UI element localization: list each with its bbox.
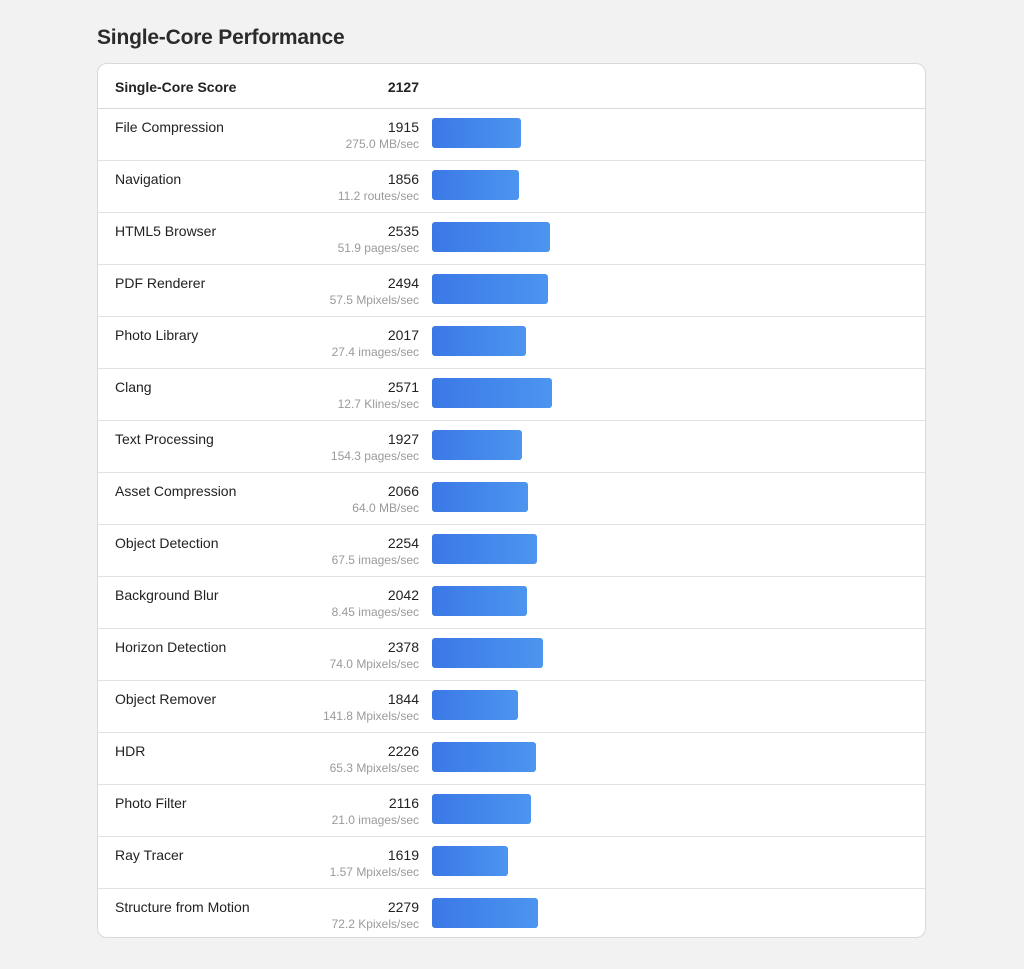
benchmark-score: 2066 xyxy=(387,483,419,499)
benchmark-row: Background Blur 2042 8.45 images/sec xyxy=(98,577,925,629)
benchmark-score: 1856 xyxy=(387,171,419,187)
benchmark-score-bar xyxy=(432,274,548,304)
benchmark-score-bar xyxy=(432,638,543,668)
benchmark-score: 2279 xyxy=(387,899,419,915)
single-core-score-value: 2127 xyxy=(387,79,419,95)
benchmark-score: 2116 xyxy=(388,795,419,811)
benchmark-score: 2494 xyxy=(387,275,419,291)
benchmark-name: Background Blur xyxy=(115,587,219,603)
benchmark-rate: 141.8 Mpixels/sec xyxy=(322,709,419,723)
benchmark-name: Structure from Motion xyxy=(115,899,250,915)
benchmark-rate: 67.5 images/sec xyxy=(331,553,419,567)
benchmark-row: Photo Library 2017 27.4 images/sec xyxy=(98,317,925,369)
benchmark-list: File Compression 1915 275.0 MB/sec Navigati… xyxy=(98,109,925,937)
single-core-score-row: Single-Core Score 2127 xyxy=(98,64,925,109)
benchmark-row: Horizon Detection 2378 74.0 Mpixels/sec xyxy=(98,629,925,681)
benchmark-score-bar xyxy=(432,846,508,876)
page-title: Single-Core Performance xyxy=(97,26,345,49)
benchmark-rate: 8.45 images/sec xyxy=(331,605,419,619)
benchmark-row: Ray Tracer 1619 1.57 Mpixels/sec xyxy=(98,837,925,889)
benchmark-row: Object Detection 2254 67.5 images/sec xyxy=(98,525,925,577)
benchmark-row: Clang 2571 12.7 Klines/sec xyxy=(98,369,925,421)
benchmark-name: Photo Filter xyxy=(115,795,187,811)
benchmark-score: 1619 xyxy=(387,847,419,863)
benchmark-name: Clang xyxy=(115,379,152,395)
benchmark-score-bar xyxy=(432,170,519,200)
benchmark-score-bar xyxy=(432,898,538,928)
benchmark-name: HDR xyxy=(115,743,146,759)
benchmark-rate: 21.0 images/sec xyxy=(331,813,419,827)
benchmark-rate: 12.7 Klines/sec xyxy=(337,397,419,411)
benchmark-name: HTML5 Browser xyxy=(115,223,217,239)
benchmark-rate: 57.5 Mpixels/sec xyxy=(329,293,419,307)
benchmark-rate: 74.0 Mpixels/sec xyxy=(329,657,419,671)
benchmark-rate: 1.57 Mpixels/sec xyxy=(329,865,419,879)
benchmark-rate: 51.9 pages/sec xyxy=(337,241,419,255)
benchmark-row: Navigation 1856 11.2 routes/sec xyxy=(98,161,925,213)
single-core-score-label: Single-Core Score xyxy=(115,79,237,95)
benchmark-row: Asset Compression 2066 64.0 MB/sec xyxy=(98,473,925,525)
benchmark-name: Asset Compression xyxy=(115,483,237,499)
benchmark-row: Structure from Motion 2279 72.2 Kpixels/se… xyxy=(98,889,925,937)
benchmark-score-bar xyxy=(432,534,537,564)
benchmark-score-bar xyxy=(432,378,552,408)
benchmark-row: HDR 2226 65.3 Mpixels/sec xyxy=(98,733,925,785)
benchmark-score-bar xyxy=(432,118,521,148)
benchmark-row: File Compression 1915 275.0 MB/sec xyxy=(98,109,925,161)
benchmark-name: Navigation xyxy=(115,171,182,187)
benchmark-name: PDF Renderer xyxy=(115,275,206,291)
benchmark-score-bar xyxy=(432,586,527,616)
benchmark-score: 1915 xyxy=(387,119,419,135)
benchmark-row: Object Remover 1844 141.8 Mpixels/sec xyxy=(98,681,925,733)
benchmark-name: Text Processing xyxy=(115,431,214,447)
benchmark-rate: 72.2 Kpixels/sec xyxy=(331,917,419,931)
benchmark-score-bar xyxy=(432,430,522,460)
benchmark-score: 2226 xyxy=(387,743,419,759)
benchmark-score: 2017 xyxy=(387,327,419,343)
benchmark-score-bar xyxy=(432,742,536,772)
benchmark-rate: 65.3 Mpixels/sec xyxy=(329,761,419,775)
benchmark-rate: 27.4 images/sec xyxy=(331,345,419,359)
benchmark-rate: 64.0 MB/sec xyxy=(352,501,419,515)
benchmark-score: 2042 xyxy=(387,587,419,603)
benchmark-score-bar xyxy=(432,222,550,252)
benchmark-row: Text Processing 1927 154.3 pages/sec xyxy=(98,421,925,473)
benchmark-row: HTML5 Browser 2535 51.9 pages/sec xyxy=(98,213,925,265)
benchmark-rate: 11.2 routes/sec xyxy=(337,189,419,203)
benchmark-score-bar xyxy=(432,794,531,824)
benchmark-score: 2254 xyxy=(387,535,419,551)
results-panel: Single-Core Score 2127 File Compression 1… xyxy=(97,63,926,938)
benchmark-score: 2571 xyxy=(387,379,419,395)
benchmark-name: Ray Tracer xyxy=(115,847,184,863)
benchmark-rate: 154.3 pages/sec xyxy=(330,449,419,463)
benchmark-score: 2378 xyxy=(387,639,419,655)
benchmark-name: File Compression xyxy=(115,119,224,135)
benchmark-score: 1927 xyxy=(387,431,419,447)
benchmark-name: Horizon Detection xyxy=(115,639,227,655)
benchmark-score: 1844 xyxy=(387,691,419,707)
benchmark-name: Object Detection xyxy=(115,535,219,551)
benchmark-row: PDF Renderer 2494 57.5 Mpixels/sec xyxy=(98,265,925,317)
benchmark-score-bar xyxy=(432,326,526,356)
benchmark-score: 2535 xyxy=(387,223,419,239)
benchmark-name: Object Remover xyxy=(115,691,217,707)
benchmark-rate: 275.0 MB/sec xyxy=(345,137,419,151)
benchmark-score-bar xyxy=(432,690,518,720)
benchmark-row: Photo Filter 2116 21.0 images/sec xyxy=(98,785,925,837)
benchmark-score-bar xyxy=(432,482,528,512)
benchmark-name: Photo Library xyxy=(115,327,199,343)
